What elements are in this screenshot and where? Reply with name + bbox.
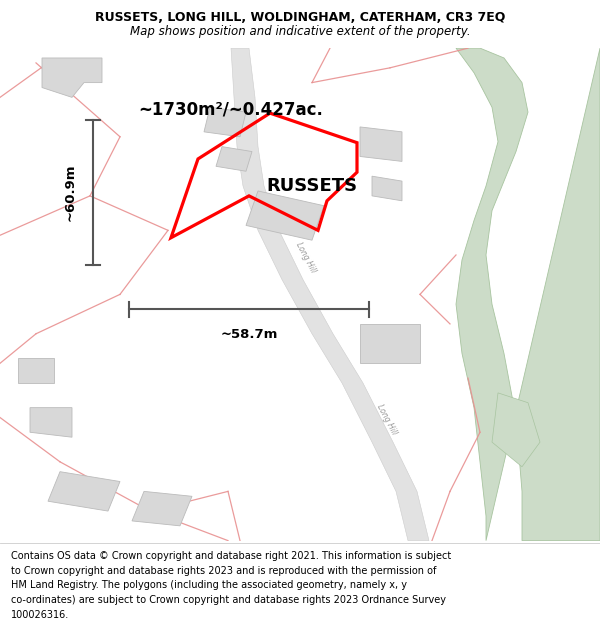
Text: Map shows position and indicative extent of the property.: Map shows position and indicative extent…	[130, 24, 470, 38]
Polygon shape	[231, 48, 429, 541]
Text: Contains OS data © Crown copyright and database right 2021. This information is : Contains OS data © Crown copyright and d…	[11, 551, 451, 561]
Polygon shape	[42, 58, 102, 98]
Text: 100026316.: 100026316.	[11, 610, 69, 620]
Polygon shape	[372, 176, 402, 201]
Polygon shape	[30, 408, 72, 437]
Text: ~58.7m: ~58.7m	[220, 328, 278, 341]
Text: HM Land Registry. The polygons (including the associated geometry, namely x, y: HM Land Registry. The polygons (includin…	[11, 580, 407, 590]
Polygon shape	[492, 393, 540, 467]
Polygon shape	[132, 491, 192, 526]
Polygon shape	[456, 48, 600, 541]
Text: Long Hill: Long Hill	[375, 403, 399, 437]
Polygon shape	[360, 324, 420, 363]
Polygon shape	[204, 107, 246, 137]
Text: RUSSETS: RUSSETS	[266, 177, 358, 195]
Text: RUSSETS, LONG HILL, WOLDINGHAM, CATERHAM, CR3 7EQ: RUSSETS, LONG HILL, WOLDINGHAM, CATERHAM…	[95, 11, 505, 24]
Polygon shape	[360, 127, 402, 161]
Text: co-ordinates) are subject to Crown copyright and database rights 2023 Ordnance S: co-ordinates) are subject to Crown copyr…	[11, 595, 446, 605]
Polygon shape	[216, 147, 252, 171]
Text: ~60.9m: ~60.9m	[64, 163, 77, 221]
Text: Long Hill: Long Hill	[294, 241, 318, 274]
Text: ~1730m²/~0.427ac.: ~1730m²/~0.427ac.	[138, 101, 323, 119]
Polygon shape	[48, 472, 120, 511]
Text: to Crown copyright and database rights 2023 and is reproduced with the permissio: to Crown copyright and database rights 2…	[11, 566, 436, 576]
Polygon shape	[246, 191, 324, 240]
Polygon shape	[18, 358, 54, 383]
